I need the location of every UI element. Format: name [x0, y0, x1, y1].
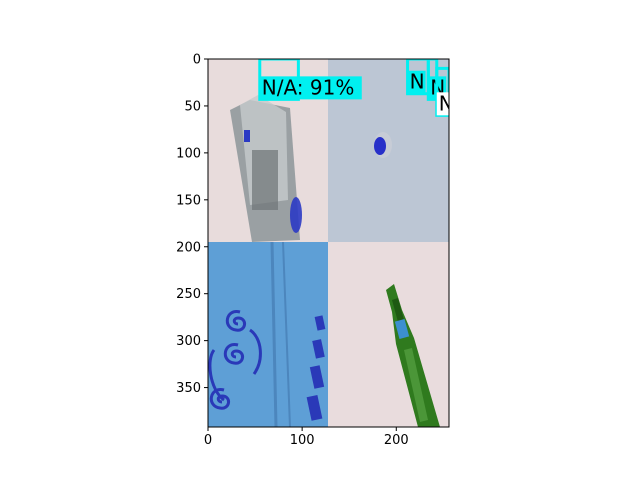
y-tick-label: 200: [176, 240, 201, 255]
tile-green-bottle: [328, 242, 449, 427]
detection-label-bg: [436, 92, 449, 116]
x-tick-label: 200: [384, 433, 409, 448]
y-tick-label: 300: [176, 334, 201, 349]
x-tick-label: 0: [204, 433, 212, 448]
detections-layer: N/A: 91% N NN: [258, 59, 454, 117]
y-tick-label: 50: [184, 99, 201, 114]
y-tick-label: 0: [193, 53, 201, 68]
x-axis: 0 100 200: [204, 427, 409, 448]
y-tick-label: 100: [176, 146, 201, 161]
detection-label: N: [410, 70, 425, 94]
detections-clip: N/A: 91% N NN: [258, 59, 454, 117]
y-tick-label: 350: [176, 381, 201, 396]
plot-frame: [207, 58, 450, 428]
detection-label-bg: [259, 76, 362, 100]
x-tick-label: 100: [290, 433, 315, 448]
detection-label: N/A: 91%: [262, 75, 355, 99]
y-tick-label: 250: [176, 287, 201, 302]
y-axis: 0 50 100 150 200 250 300 350: [176, 53, 208, 396]
detection-label: N: [439, 91, 454, 115]
image-area: [208, 59, 449, 427]
detection-label-bg: [407, 70, 426, 94]
tile-blue-cardboard: [208, 241, 328, 427]
y-tick-label: 150: [176, 193, 201, 208]
